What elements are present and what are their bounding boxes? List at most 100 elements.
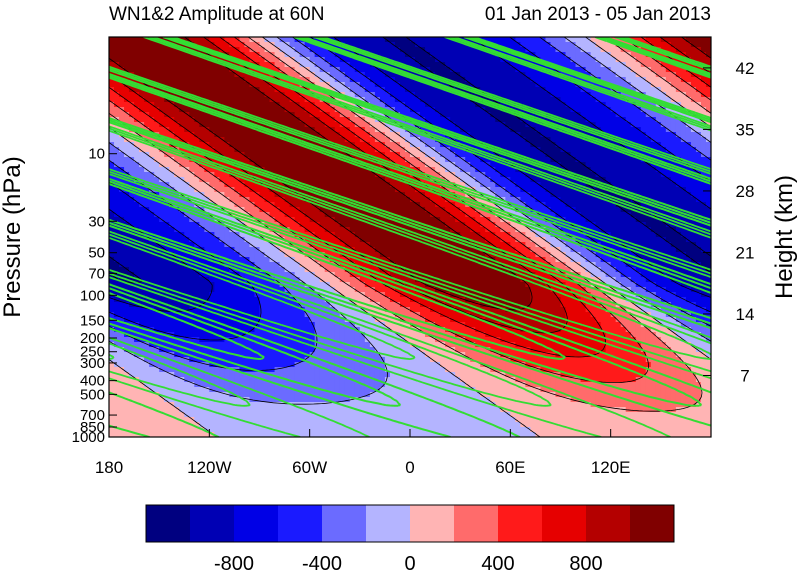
- field-cell: [364, 132, 371, 138]
- field-cell: [284, 202, 291, 208]
- field-cell: [415, 97, 421, 103]
- field-cell: [169, 177, 175, 183]
- field-cell: [495, 132, 501, 138]
- field-cell: [269, 137, 276, 143]
- field-cell: [209, 37, 215, 43]
- field-cell: [299, 77, 306, 83]
- field-cell: [164, 37, 170, 43]
- field-cell: [284, 132, 291, 138]
- field-cell: [690, 147, 697, 153]
- field-cell: [435, 142, 441, 148]
- field-cell: [294, 67, 301, 73]
- field-cell: [465, 37, 471, 43]
- field-cell: [635, 182, 642, 188]
- field-cell: [700, 107, 707, 113]
- field-cell: [570, 152, 577, 158]
- field-cell: [695, 217, 702, 223]
- field-cell: [269, 232, 276, 238]
- field-cell: [254, 192, 261, 198]
- field-cell: [204, 167, 210, 173]
- field-cell: [440, 152, 446, 158]
- field-cell: [249, 132, 256, 138]
- field-cell: [329, 167, 336, 173]
- field-cell: [369, 232, 376, 238]
- field-cell: [495, 167, 501, 173]
- field-cell: [440, 132, 446, 138]
- field-cell: [279, 87, 286, 93]
- field-cell: [234, 37, 241, 43]
- field-cell: [685, 207, 692, 213]
- field-cell: [324, 222, 331, 228]
- field-cell: [495, 237, 501, 243]
- field-cell: [224, 172, 230, 178]
- field-cell: [440, 112, 446, 118]
- field-cell: [580, 197, 587, 203]
- field-cell: [495, 227, 501, 233]
- field-cell: [435, 222, 441, 228]
- field-cell: [234, 132, 241, 138]
- field-cell: [615, 217, 622, 223]
- field-cell: [535, 207, 542, 213]
- field-cell: [615, 82, 622, 88]
- field-cell: [174, 222, 180, 228]
- field-cell: [359, 132, 366, 138]
- field-cell: [159, 107, 165, 113]
- field-cell: [249, 182, 256, 188]
- field-cell: [379, 102, 386, 108]
- field-cell: [460, 232, 466, 238]
- field-cell: [399, 192, 406, 198]
- field-cell: [114, 162, 120, 168]
- field-cell: [650, 167, 657, 173]
- field-cell: [690, 202, 697, 208]
- field-cell: [590, 207, 597, 213]
- field-cell: [620, 152, 627, 158]
- field-cell: [580, 202, 587, 208]
- field-cell: [510, 42, 516, 48]
- field-cell: [229, 77, 236, 83]
- field-cell: [169, 82, 175, 88]
- field-cell: [625, 82, 632, 88]
- field-cell: [505, 37, 511, 43]
- field-cell: [570, 187, 577, 193]
- field-cell: [374, 187, 381, 193]
- field-cell: [239, 137, 246, 143]
- field-cell: [239, 52, 246, 58]
- field-cell: [114, 87, 120, 93]
- field-cell: [234, 52, 241, 58]
- field-cell: [244, 72, 251, 78]
- field-cell: [254, 107, 261, 113]
- field-cell: [675, 122, 682, 128]
- field-cell: [550, 37, 557, 43]
- field-cell: [209, 42, 215, 48]
- field-cell: [164, 62, 170, 68]
- field-cell: [660, 182, 667, 188]
- field-cell: [294, 127, 301, 133]
- field-cell: [570, 192, 577, 198]
- field-cell: [440, 72, 446, 78]
- field-cell: [525, 202, 531, 208]
- field-cell: [600, 42, 607, 48]
- field-cell: [420, 47, 426, 53]
- field-cell: [249, 207, 256, 213]
- field-cell: [189, 202, 195, 208]
- field-cell: [415, 72, 421, 78]
- field-cell: [480, 222, 486, 228]
- field-cell: [660, 132, 667, 138]
- field-cell: [274, 157, 281, 163]
- field-cell: [224, 72, 230, 78]
- field-cell: [680, 82, 687, 88]
- field-cell: [324, 172, 331, 178]
- field-cell: [389, 127, 396, 133]
- field-cell: [199, 137, 205, 143]
- field-cell: [695, 57, 702, 63]
- field-cell: [590, 217, 597, 223]
- field-cell: [369, 237, 376, 243]
- field-cell: [354, 192, 361, 198]
- field-cell: [119, 177, 125, 183]
- field-cell: [229, 107, 236, 113]
- field-cell: [550, 77, 557, 83]
- field-cell: [294, 62, 301, 68]
- field-cell: [149, 127, 155, 133]
- field-cell: [119, 162, 125, 168]
- field-cell: [344, 112, 351, 118]
